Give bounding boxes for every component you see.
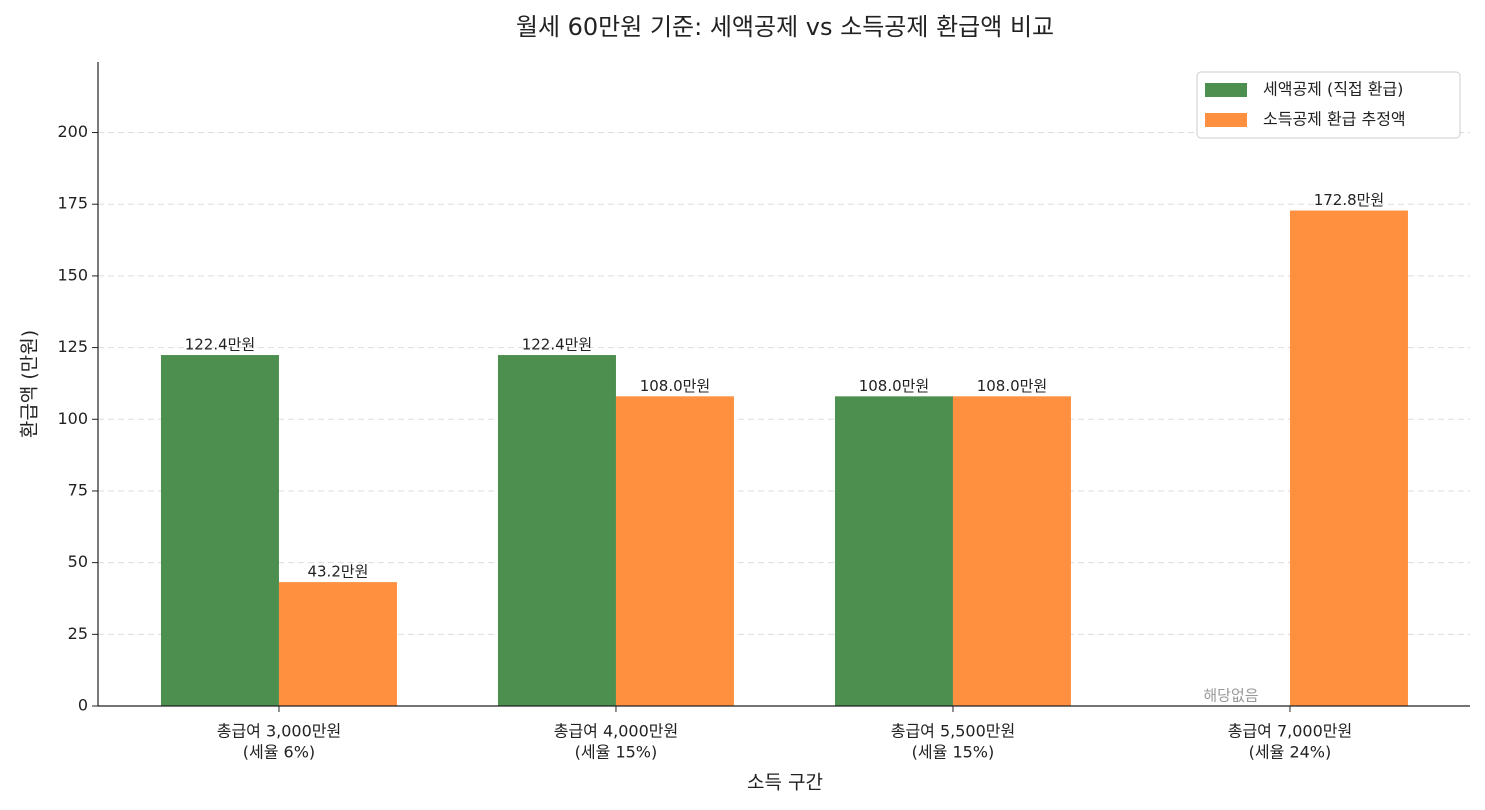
data-label: 122.4만원 [185, 336, 256, 354]
y-tick-label: 150 [57, 265, 88, 284]
y-tick-label: 25 [68, 624, 88, 643]
y-tick-label: 0 [78, 696, 88, 715]
data-label: 122.4만원 [522, 336, 593, 354]
bar [278, 582, 397, 706]
data-label: 43.2만원 [307, 563, 368, 581]
y-tick-label: 125 [57, 337, 88, 356]
bar [834, 396, 953, 706]
bar [497, 355, 616, 706]
x-tick-label: (세율 15%) [575, 743, 658, 762]
y-tick-label: 100 [57, 409, 88, 428]
legend-label: 세액공제 (직접 환급) [1263, 80, 1403, 99]
x-tick-label: 총급여 3,000만원 [217, 722, 342, 741]
bar [952, 396, 1071, 706]
chart-title: 월세 60만원 기준: 세액공제 vs 소득공제 환급액 비교 [516, 13, 1054, 41]
x-tick-label: (세율 24%) [1249, 743, 1332, 762]
data-label: 172.8만원 [1314, 191, 1385, 209]
y-tick-label: 50 [68, 552, 88, 571]
bar [1289, 210, 1408, 706]
y-axis-label: 환급액 (만원) [19, 330, 41, 438]
legend-swatch [1205, 83, 1247, 97]
x-tick-label: (세율 6%) [243, 743, 315, 762]
x-tick-label: 총급여 7,000만원 [1228, 722, 1353, 741]
y-tick-label: 75 [68, 480, 88, 499]
x-tick-label: 총급여 5,500만원 [891, 722, 1016, 741]
x-axis-label: 소득 구간 [747, 772, 823, 794]
bar [615, 396, 734, 706]
bar [160, 355, 279, 706]
legend-swatch [1205, 113, 1247, 127]
y-tick-label: 175 [57, 194, 88, 213]
data-label: 해당없음 [1203, 687, 1258, 705]
data-label: 108.0만원 [977, 377, 1048, 395]
data-label: 108.0만원 [640, 377, 711, 395]
y-tick-label: 200 [57, 122, 88, 141]
data-label: 108.0만원 [859, 377, 930, 395]
legend: 세액공제 (직접 환급) 소득공제 환급 추정액 [1196, 71, 1461, 139]
legend-label: 소득공제 환급 추정액 [1263, 110, 1406, 129]
legend-frame [1196, 71, 1461, 139]
x-tick-label: (세율 15%) [912, 743, 995, 762]
x-tick-label: 총급여 4,000만원 [554, 722, 679, 741]
